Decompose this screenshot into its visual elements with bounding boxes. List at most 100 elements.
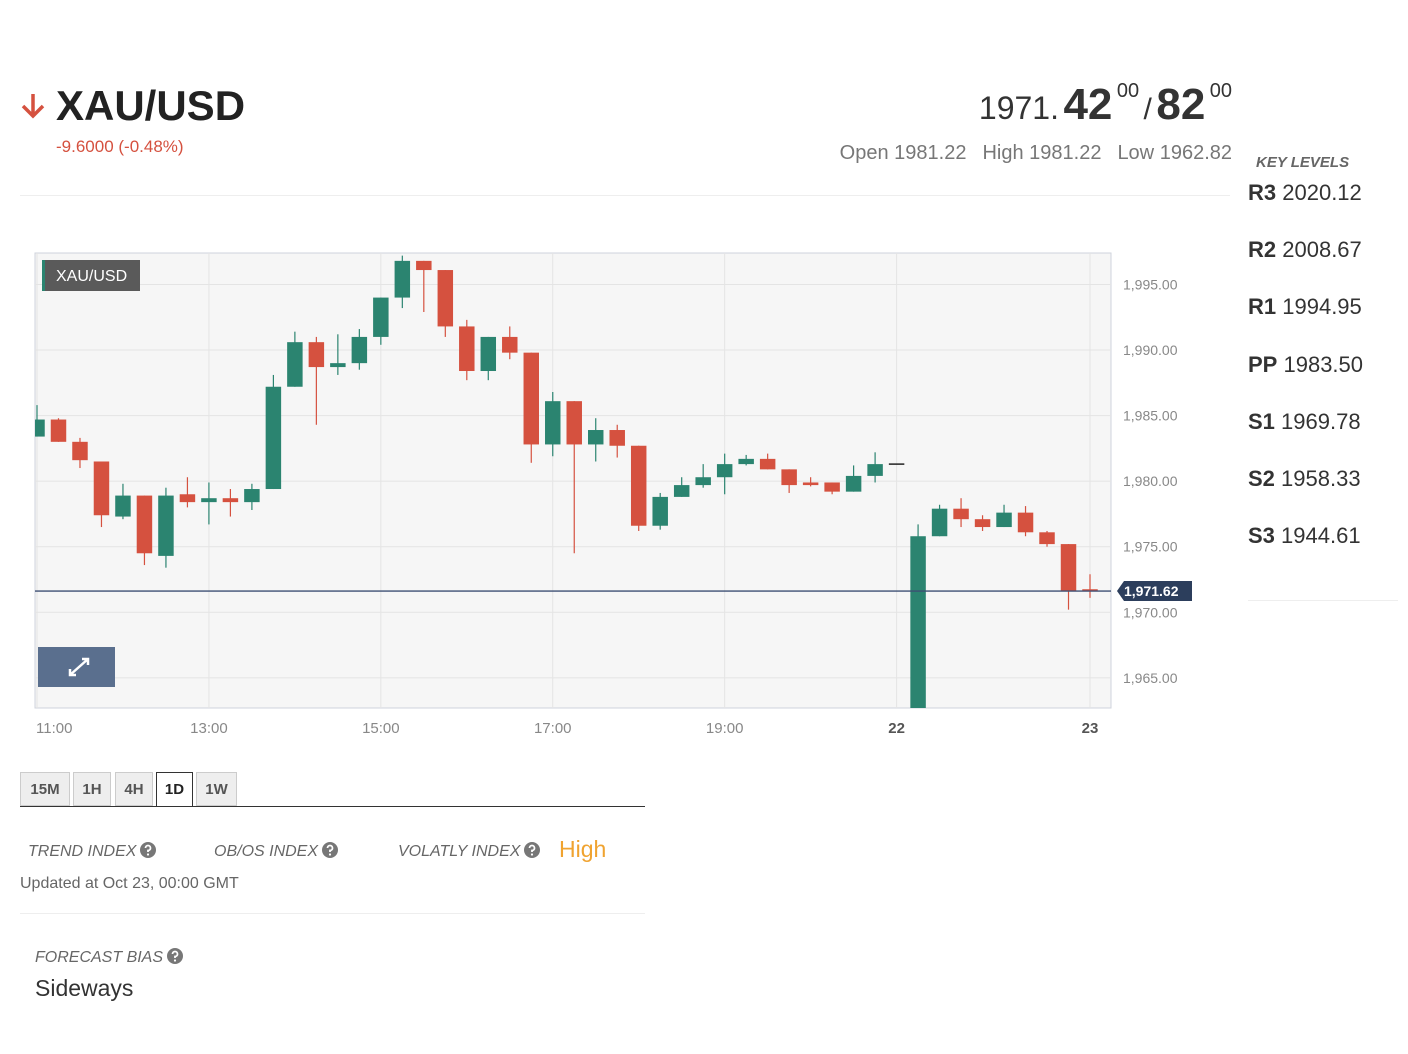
x-tick-label: 17:00 bbox=[534, 720, 572, 737]
candle-body bbox=[394, 260, 411, 298]
candle-body bbox=[523, 352, 540, 445]
timeframe-button[interactable]: 1D bbox=[156, 772, 193, 806]
candle-body bbox=[222, 498, 239, 503]
help-icon[interactable] bbox=[167, 948, 184, 964]
x-tick-label: 19:00 bbox=[706, 720, 744, 737]
candle-body bbox=[287, 342, 303, 387]
candle-body bbox=[996, 512, 1012, 528]
level-value: 1994.95 bbox=[1282, 294, 1362, 320]
x-tick-label: 11:00 bbox=[36, 720, 72, 737]
forecast-value: Sideways bbox=[35, 975, 134, 1001]
level-label: R2 bbox=[1248, 237, 1277, 263]
quote-stats: Open 1981.22 High 1981.22 Low 1962.82 bbox=[840, 142, 1232, 165]
down-arrow-icon bbox=[21, 94, 45, 119]
bid-int: 1971. bbox=[978, 90, 1059, 126]
badge-text: XAU/USD bbox=[56, 268, 127, 285]
level-value: 2008.67 bbox=[1282, 237, 1362, 263]
candle-body bbox=[630, 445, 647, 526]
stat-value: 1962.82 bbox=[1159, 142, 1232, 164]
updated: Updated at Oct 23, 00:00 GMT bbox=[20, 875, 239, 892]
candle-body bbox=[35, 419, 45, 437]
ask-sup: 00 bbox=[1209, 80, 1232, 102]
label: FORECAST BIAS bbox=[35, 949, 164, 966]
y-tick-label: 1,980.00 bbox=[1123, 473, 1178, 489]
level-label: S1 bbox=[1248, 408, 1275, 434]
x-tick-label: 15:00 bbox=[362, 720, 400, 737]
candle-body bbox=[566, 401, 582, 445]
candle-body bbox=[867, 464, 883, 476]
timeframe-button[interactable]: 1W bbox=[196, 772, 237, 806]
help-icon[interactable] bbox=[524, 842, 541, 858]
timeframe-button[interactable]: 15M bbox=[20, 772, 70, 806]
candle-body bbox=[351, 336, 368, 364]
candle-body bbox=[480, 336, 497, 372]
bid-dec: 42 bbox=[1063, 80, 1113, 129]
level-value: 1983.50 bbox=[1283, 351, 1364, 377]
ask-dec: 82 bbox=[1156, 80, 1206, 129]
timeframe-button[interactable]: 4H bbox=[115, 772, 153, 806]
candle-body bbox=[652, 496, 668, 526]
divider bbox=[1248, 600, 1398, 601]
expand-button[interactable] bbox=[38, 647, 115, 687]
stat: Low 1962.82 bbox=[1117, 142, 1232, 164]
candle-body bbox=[695, 477, 711, 486]
level-label: R3 bbox=[1248, 180, 1277, 205]
key-level: S2 1958.33 bbox=[1248, 466, 1361, 492]
y-tick-label: 1,965.00 bbox=[1123, 670, 1178, 686]
volatility-value: High bbox=[559, 836, 607, 862]
candle-body bbox=[931, 508, 948, 537]
help-icon[interactable] bbox=[322, 842, 339, 858]
key-level: S3 1944.61 bbox=[1248, 523, 1361, 549]
candle-body bbox=[201, 498, 217, 503]
forecast-bias: FORECAST BIAS bbox=[35, 948, 184, 967]
trend-index: TREND INDEX bbox=[28, 842, 157, 861]
key-level: R2 2008.67 bbox=[1248, 237, 1362, 263]
x-tick-label: 23 bbox=[1082, 720, 1099, 737]
candle-body bbox=[437, 270, 454, 327]
stat-value: 1981.22 bbox=[1029, 142, 1102, 164]
candle-body bbox=[93, 461, 110, 516]
volatility-index: VOLATLY INDEX bbox=[398, 842, 541, 861]
stat: High 1981.22 bbox=[982, 142, 1101, 164]
candle-body bbox=[802, 482, 819, 486]
y-tick-label: 1,970.00 bbox=[1123, 604, 1178, 620]
candle-body bbox=[781, 469, 797, 486]
last-price-label: 1,971.62 bbox=[1124, 583, 1179, 599]
level-label: S3 bbox=[1248, 523, 1275, 549]
key-level: R3 2020.12 bbox=[1248, 180, 1362, 206]
candle-body bbox=[1082, 589, 1098, 591]
plot-area bbox=[34, 252, 1112, 709]
level-label: S2 bbox=[1248, 466, 1275, 491]
candle-body bbox=[72, 441, 88, 461]
stat-label: Open bbox=[839, 142, 889, 164]
candle-body bbox=[587, 430, 604, 445]
candle-body bbox=[716, 464, 733, 478]
candle-body bbox=[265, 386, 282, 490]
candle-body bbox=[888, 463, 905, 465]
level-label: R1 bbox=[1248, 294, 1277, 320]
obos-index: OB/OS INDEX bbox=[214, 842, 339, 861]
key-level: R1 1994.95 bbox=[1248, 294, 1362, 320]
candle-body bbox=[115, 495, 131, 517]
y-tick-label: 1,995.00 bbox=[1123, 276, 1178, 292]
key-levels-title: KEY LEVELS bbox=[1256, 154, 1350, 171]
candle-body bbox=[136, 495, 153, 554]
candle-body bbox=[824, 482, 840, 492]
y-tick-label: 1,985.00 bbox=[1123, 408, 1178, 424]
help-icon[interactable] bbox=[140, 842, 157, 858]
timeframe-button[interactable]: 1H bbox=[73, 772, 111, 806]
candle-body bbox=[974, 519, 991, 528]
quote: 1971. 42 00 / 82 00 bbox=[979, 80, 1232, 130]
y-tick-label: 1,975.00 bbox=[1123, 539, 1178, 555]
separator: / bbox=[1143, 93, 1152, 126]
candle-body bbox=[738, 458, 754, 465]
candle-body bbox=[953, 508, 969, 520]
candle-body bbox=[910, 536, 926, 708]
candle-body bbox=[179, 494, 196, 503]
candle-body bbox=[609, 430, 625, 446]
candle-body bbox=[308, 342, 325, 368]
key-level: S1 1969.78 bbox=[1248, 409, 1361, 435]
candle-body bbox=[1060, 544, 1077, 592]
level-value: 1969.78 bbox=[1281, 408, 1361, 434]
